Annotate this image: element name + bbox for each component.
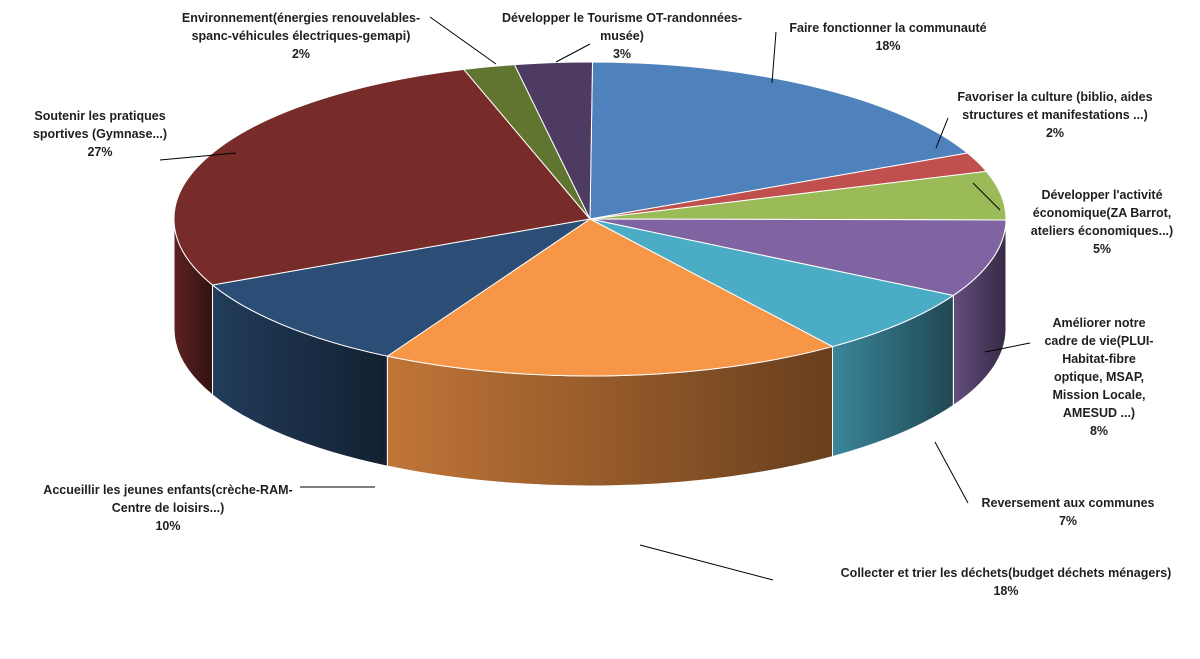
slice-label-3-line-1: cadre de vie(PLUI- bbox=[1044, 334, 1153, 348]
slice-label-6-line-0: Accueillir les jeunes enfants(crèche-RAM… bbox=[43, 483, 292, 497]
leader-line-8 bbox=[430, 17, 496, 64]
slice-percent-label-6: 10% bbox=[155, 519, 180, 533]
slice-label-2-line-0: Développer l'activité bbox=[1041, 188, 1162, 202]
slice-percent-label-7: 27% bbox=[87, 145, 112, 159]
slice-label-3-line-4: Mission Locale, bbox=[1052, 388, 1145, 402]
slice-label-4-line-0: Reversement aux communes bbox=[982, 496, 1155, 510]
leader-line-0 bbox=[772, 32, 776, 83]
slice-label-1-line-0: Favoriser la culture (biblio, aides bbox=[957, 90, 1152, 104]
slice-label-8-line-1: spanc-véhicules électriques-gemapi) bbox=[192, 29, 411, 43]
slice-label-7-line-1: sportives (Gymnase...) bbox=[33, 127, 167, 141]
slice-percent-label-2: 5% bbox=[1093, 242, 1111, 256]
leader-line-5 bbox=[640, 545, 773, 580]
slice-percent-label-9: 3% bbox=[613, 47, 631, 61]
slice-percent-label-1: 2% bbox=[1046, 126, 1064, 140]
slice-label-9-line-1: musée) bbox=[600, 29, 644, 43]
slice-percent-label-0: 18% bbox=[875, 39, 900, 53]
slice-label-2-line-1: économique(ZA Barrot, bbox=[1033, 206, 1171, 220]
pie-tops bbox=[174, 62, 1006, 376]
slice-label-8-line-0: Environnement(énergies renouvelables- bbox=[182, 11, 420, 25]
leader-line-4 bbox=[935, 442, 968, 503]
slice-label-6-line-1: Centre de loisirs...) bbox=[112, 501, 225, 515]
slice-label-7-line-0: Soutenir les pratiques bbox=[34, 109, 165, 123]
slice-percent-label-5: 18% bbox=[993, 584, 1018, 598]
slice-label-3-line-3: optique, MSAP, bbox=[1054, 370, 1144, 384]
leader-line-9 bbox=[556, 44, 590, 62]
slice-percent-label-4: 7% bbox=[1059, 514, 1077, 528]
slice-label-5-line-0: Collecter et trier les déchets(budget dé… bbox=[841, 566, 1172, 580]
slice-percent-label-3: 8% bbox=[1090, 424, 1108, 438]
slice-label-2-line-2: ateliers économiques...) bbox=[1031, 224, 1173, 238]
slice-label-9-line-0: Développer le Tourisme OT-randonnées- bbox=[502, 11, 742, 25]
slice-label-3-line-5: AMESUD ...) bbox=[1063, 406, 1135, 420]
slice-label-1-line-1: structures et manifestations ...) bbox=[962, 108, 1147, 122]
slice-label-3-line-0: Améliorer notre bbox=[1052, 316, 1145, 330]
slice-label-0-line-0: Faire fonctionner la communauté bbox=[789, 21, 986, 35]
slice-percent-label-8: 2% bbox=[292, 47, 310, 61]
slice-label-3-line-2: Habitat-fibre bbox=[1062, 352, 1136, 366]
